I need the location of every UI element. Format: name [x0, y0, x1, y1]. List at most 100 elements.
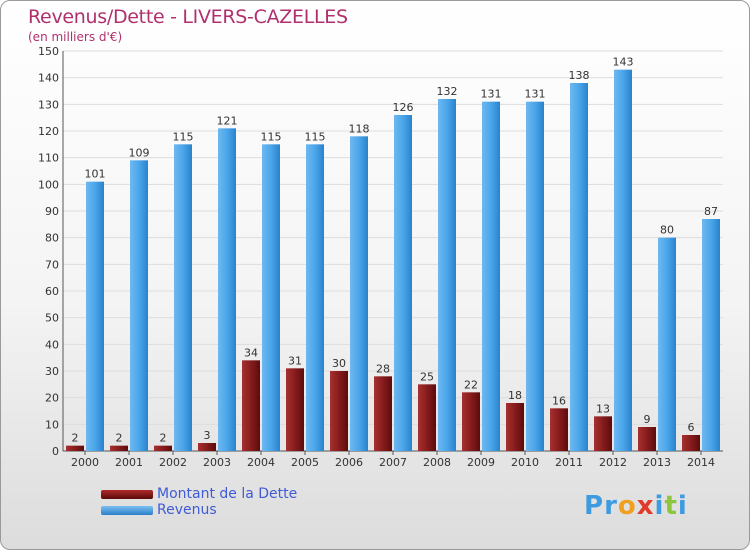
data-label-revenus-2002: 115	[173, 130, 194, 143]
bar-dette-2001	[110, 445, 128, 451]
data-label-dette-2007: 28	[376, 362, 390, 375]
bar-revenus-2003	[218, 128, 236, 451]
bar-dette-2005	[286, 368, 304, 451]
bar-revenus-2005	[306, 144, 324, 452]
data-label-revenus-2001: 109	[129, 146, 150, 159]
logo-letter: P	[584, 491, 605, 521]
y-tick-label: 0	[52, 445, 59, 458]
y-tick-label: 10	[45, 418, 59, 431]
data-label-revenus-2013: 80	[660, 224, 674, 237]
y-tick-label: 30	[45, 365, 59, 378]
data-label-dette-2010: 18	[508, 389, 522, 402]
x-tick-label: 2006	[335, 456, 363, 469]
chart-title: Revenus/Dette - LIVERS-CAZELLES	[28, 6, 348, 28]
bar-revenus-2001	[130, 160, 148, 452]
y-tick-label: 60	[45, 285, 59, 298]
bar-dette-2012	[594, 416, 612, 451]
logo-letter: x	[636, 491, 655, 521]
y-tick-label: 90	[45, 205, 59, 218]
y-tick-label: 130	[38, 98, 59, 111]
data-label-dette-2001: 2	[116, 432, 123, 445]
data-label-dette-2013: 9	[644, 413, 651, 426]
data-label-revenus-2011: 138	[569, 69, 590, 82]
data-label-revenus-2007: 126	[393, 101, 414, 114]
logo-letter: i	[654, 491, 665, 521]
legend-swatch-dette	[101, 490, 153, 499]
bar-revenus-2011	[570, 83, 588, 451]
x-tick-label: 2004	[247, 456, 275, 469]
x-tick-label: 2001	[115, 456, 143, 469]
x-tick-label: 2012	[599, 456, 627, 469]
x-tick-label: 2003	[203, 456, 231, 469]
bar-dette-2007	[374, 376, 392, 451]
bar-revenus-2013	[658, 237, 676, 451]
y-tick-label: 70	[45, 258, 59, 271]
bar-revenus-2006	[350, 136, 368, 452]
data-label-revenus-2006: 118	[349, 122, 370, 135]
y-tick-label: 80	[45, 232, 59, 245]
data-label-revenus-2000: 101	[85, 168, 106, 181]
bar-revenus-2014	[702, 219, 720, 451]
bar-dette-2000	[66, 445, 84, 451]
logo-letter: i	[677, 491, 688, 521]
data-label-revenus-2009: 131	[481, 88, 502, 101]
bar-dette-2006	[330, 371, 348, 451]
bar-dette-2009	[462, 392, 480, 451]
data-label-revenus-2012: 143	[613, 56, 634, 69]
y-tick-label: 110	[38, 152, 59, 165]
x-tick-label: 2014	[687, 456, 715, 469]
x-tick-label: 2013	[643, 456, 671, 469]
bar-dette-2008	[418, 384, 436, 451]
chart-subtitle: (en milliers d'€)	[28, 30, 123, 44]
proxiti-logo: Proxiti	[584, 491, 688, 521]
logo-letter: t	[664, 491, 678, 521]
x-tick-label: 2000	[71, 456, 99, 469]
legend-label-revenus: Revenus	[157, 502, 217, 518]
legend-label-dette: Montant de la Dette	[157, 486, 298, 502]
y-tick-label: 140	[38, 72, 59, 85]
data-label-dette-2011: 16	[552, 394, 566, 407]
logo-letter: o	[617, 491, 637, 521]
y-tick-label: 150	[38, 45, 59, 58]
data-label-revenus-2014: 87	[704, 205, 718, 218]
x-tick-label: 2011	[555, 456, 583, 469]
bar-revenus-2007	[394, 115, 412, 451]
bar-revenus-2004	[262, 144, 280, 452]
bar-revenus-2012	[614, 69, 632, 452]
data-label-dette-2014: 6	[688, 421, 695, 434]
legend-swatch-revenus	[101, 506, 153, 515]
data-label-dette-2005: 31	[288, 354, 302, 367]
data-label-revenus-2010: 131	[525, 88, 546, 101]
data-label-dette-2009: 22	[464, 378, 478, 391]
data-label-dette-2003: 3	[204, 429, 211, 442]
bar-dette-2011	[550, 408, 568, 451]
bar-revenus-2000	[86, 181, 104, 451]
data-label-revenus-2008: 132	[437, 85, 458, 98]
y-tick-label: 50	[45, 312, 59, 325]
x-tick-label: 2009	[467, 456, 495, 469]
data-label-dette-2000: 2	[72, 432, 79, 445]
data-label-revenus-2005: 115	[305, 130, 326, 143]
bar-revenus-2010	[526, 101, 544, 452]
x-tick-label: 2002	[159, 456, 187, 469]
y-tick-label: 100	[38, 178, 59, 191]
bar-dette-2004	[242, 360, 260, 451]
bar-dette-2014	[682, 435, 700, 451]
data-label-dette-2006: 30	[332, 357, 346, 370]
data-label-revenus-2004: 115	[261, 130, 282, 143]
data-label-dette-2012: 13	[596, 402, 610, 415]
bar-revenus-2008	[438, 99, 456, 451]
x-tick-label: 2010	[511, 456, 539, 469]
bar-dette-2010	[506, 403, 524, 451]
data-label-dette-2008: 25	[420, 370, 434, 383]
data-label-revenus-2003: 121	[217, 114, 238, 127]
data-label-dette-2002: 2	[160, 432, 167, 445]
x-tick-label: 2005	[291, 456, 319, 469]
bar-dette-2003	[198, 443, 216, 451]
x-tick-label: 2007	[379, 456, 407, 469]
bar-revenus-2009	[482, 101, 500, 452]
bar-dette-2013	[638, 427, 656, 451]
x-tick-label: 2008	[423, 456, 451, 469]
